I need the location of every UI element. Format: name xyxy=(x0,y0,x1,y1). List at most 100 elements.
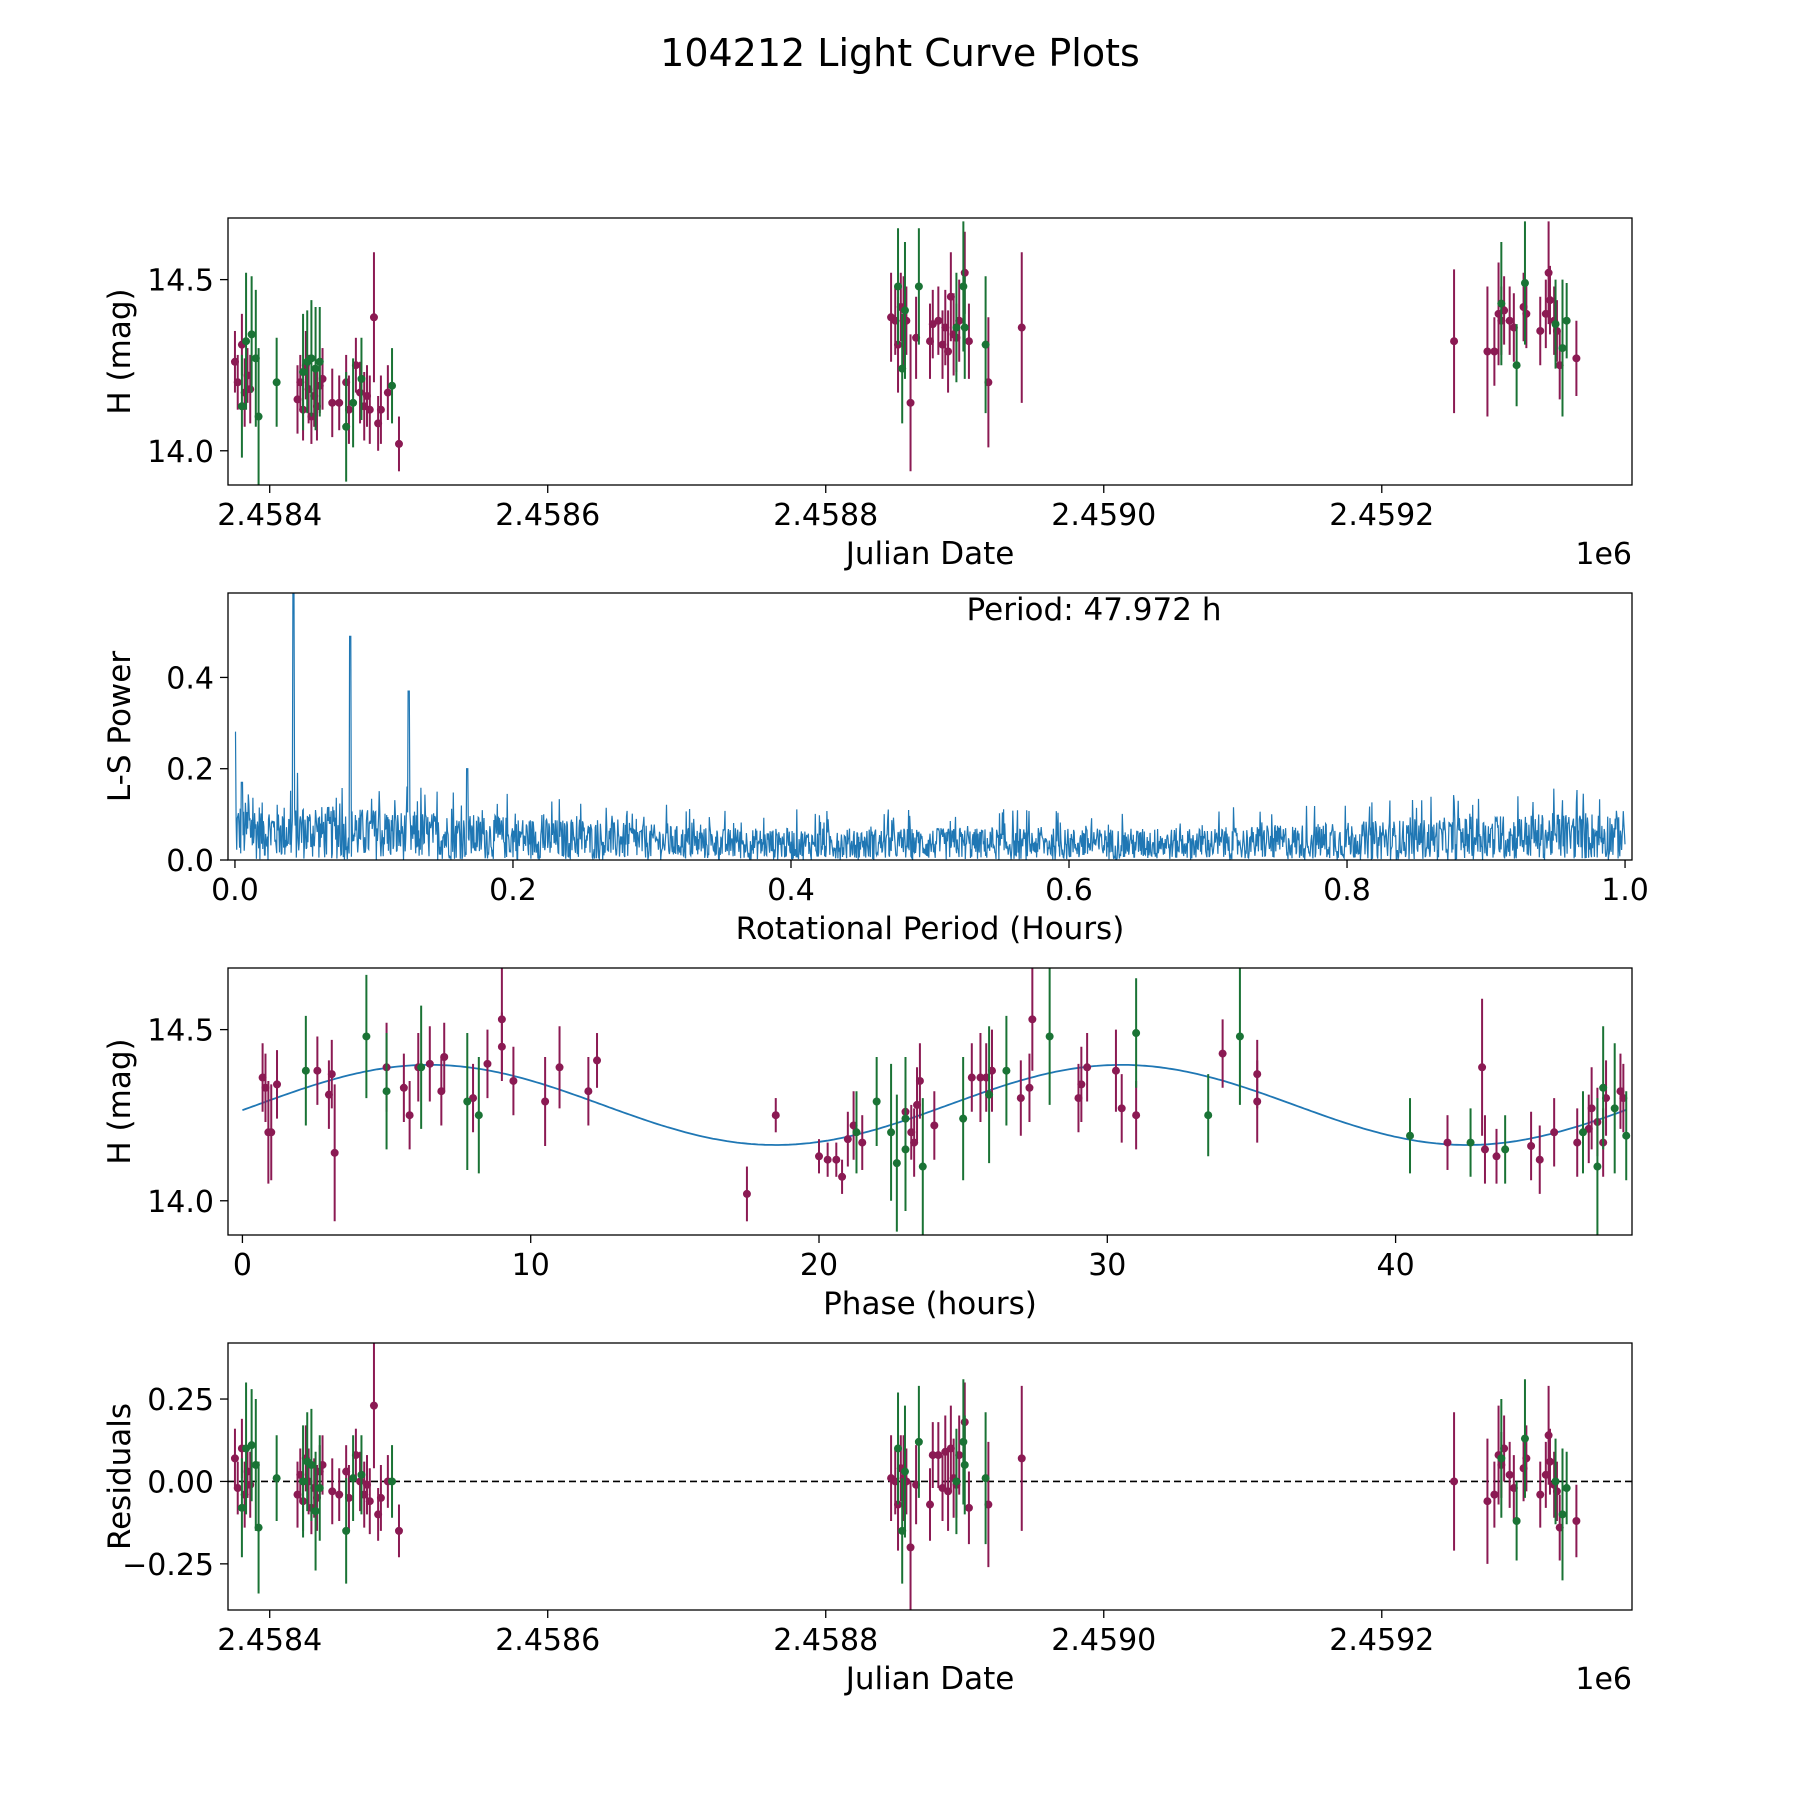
data-point xyxy=(342,1526,351,1535)
x-tick-label: 2.4588 xyxy=(773,498,878,533)
y-tick-label: −0.25 xyxy=(122,1548,214,1583)
data-point xyxy=(914,282,923,291)
data-point xyxy=(1572,1517,1581,1525)
data-point xyxy=(272,378,281,387)
data-point xyxy=(976,1073,985,1082)
x-tick-label: 2.4584 xyxy=(217,1623,322,1658)
y-tick-label: 0.25 xyxy=(147,1383,214,1418)
data-point xyxy=(356,388,365,397)
plot-frame xyxy=(227,592,1633,861)
x-tick-label: 0.0 xyxy=(211,873,259,908)
data-point xyxy=(1028,1015,1037,1024)
x-tick-label: 2.4586 xyxy=(495,498,600,533)
data-point xyxy=(247,330,256,339)
data-point xyxy=(892,1159,901,1168)
data-point xyxy=(928,1451,937,1460)
data-point xyxy=(272,1474,281,1483)
y-tick-label: 0.0 xyxy=(166,844,214,879)
data-point xyxy=(964,337,973,346)
data-point xyxy=(959,282,968,291)
x-tick-label: 2.4590 xyxy=(1051,498,1156,533)
data-point xyxy=(357,1470,366,1479)
data-point xyxy=(356,1477,365,1486)
data-point xyxy=(383,388,392,397)
data-point xyxy=(394,1526,403,1535)
data-point xyxy=(1535,1155,1544,1164)
data-point xyxy=(1544,268,1553,277)
data-point xyxy=(900,306,909,315)
data-point xyxy=(1450,1477,1459,1486)
data-point xyxy=(330,1148,339,1157)
data-point xyxy=(327,1070,336,1079)
data-point xyxy=(960,323,969,332)
x-offset-label: 1e6 xyxy=(1575,1662,1632,1697)
data-point xyxy=(960,1460,969,1469)
data-point xyxy=(267,1128,276,1137)
data-point xyxy=(242,337,251,346)
data-point xyxy=(1558,344,1567,353)
x-tick-label: 10 xyxy=(512,1248,550,1283)
data-point xyxy=(838,1172,847,1181)
data-point xyxy=(1536,326,1545,335)
data-point xyxy=(399,1083,408,1092)
data-point xyxy=(584,1087,593,1096)
data-point xyxy=(823,1155,832,1164)
data-point xyxy=(335,398,344,407)
data-point xyxy=(1622,1131,1631,1140)
data-point xyxy=(1017,1454,1026,1463)
data-point xyxy=(469,1094,478,1103)
x-tick-label: 20 xyxy=(800,1248,838,1283)
data-point xyxy=(960,268,969,277)
series-filter-b xyxy=(237,1379,1571,1594)
plot-frame xyxy=(227,217,1633,486)
data-point xyxy=(930,1121,939,1130)
data-point xyxy=(273,1080,282,1089)
data-point xyxy=(852,1128,861,1137)
data-point xyxy=(1204,1111,1213,1120)
x-tick-label: 30 xyxy=(1088,1248,1126,1283)
data-point xyxy=(328,1487,337,1496)
data-point xyxy=(246,385,255,394)
data-point xyxy=(1520,279,1529,288)
x-tick-label: 0.6 xyxy=(1045,873,1093,908)
data-point xyxy=(952,1477,961,1486)
data-point xyxy=(1527,1142,1536,1150)
data-point xyxy=(365,1497,374,1506)
data-point xyxy=(832,1155,841,1164)
data-point xyxy=(349,398,358,407)
data-point xyxy=(246,1480,255,1489)
data-point xyxy=(474,1111,483,1120)
data-point xyxy=(1501,1145,1510,1154)
data-point xyxy=(1522,309,1531,318)
data-point xyxy=(1551,320,1560,329)
data-point xyxy=(952,323,961,332)
x-axis-label: Rotational Period (Hours) xyxy=(736,911,1125,947)
data-point xyxy=(233,1484,242,1493)
data-point xyxy=(376,1493,385,1502)
x-tick-label: 0 xyxy=(233,1248,252,1283)
data-point xyxy=(914,1437,923,1446)
data-point xyxy=(1578,1128,1587,1137)
x-tick-label: 0.2 xyxy=(489,873,537,908)
data-point xyxy=(311,364,320,373)
data-point xyxy=(1466,1138,1475,1147)
data-point xyxy=(555,1063,564,1072)
x-tick-label: 0.4 xyxy=(767,873,815,908)
data-point xyxy=(902,316,911,325)
plot-area xyxy=(228,1343,1632,1610)
data-point xyxy=(1025,1083,1034,1092)
data-point xyxy=(967,1073,976,1082)
x-tick-label: 2.4590 xyxy=(1051,1623,1156,1658)
data-point xyxy=(906,398,915,407)
data-point xyxy=(388,381,397,390)
data-point xyxy=(1016,1094,1025,1103)
data-point xyxy=(902,1477,911,1486)
data-point xyxy=(1480,1145,1489,1154)
data-point xyxy=(901,1114,910,1123)
data-point xyxy=(376,405,385,414)
data-point xyxy=(959,1437,968,1446)
y-tick-label: 14.0 xyxy=(147,435,214,470)
data-point xyxy=(934,1451,943,1460)
data-point xyxy=(1593,1162,1602,1171)
